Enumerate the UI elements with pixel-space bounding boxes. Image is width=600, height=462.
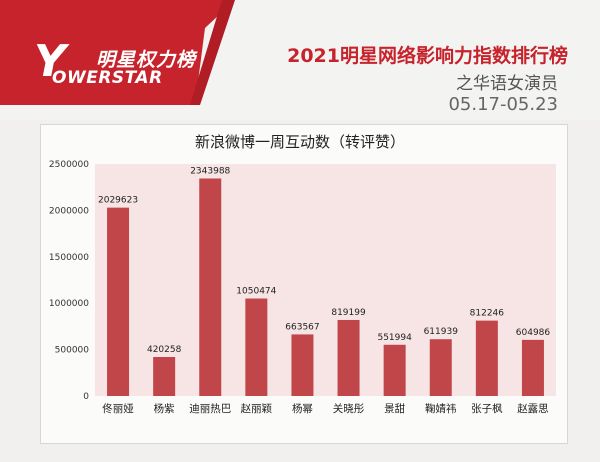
bar <box>521 339 544 396</box>
bar <box>107 207 130 396</box>
data-label: 420258 <box>147 345 182 355</box>
data-label: 812246 <box>470 309 505 319</box>
logo-banner-shape <box>0 0 235 105</box>
y-tick-label: 1000000 <box>49 299 89 309</box>
data-label: 819199 <box>331 308 366 318</box>
data-label: 604986 <box>516 328 551 338</box>
data-label: 2343988 <box>190 166 230 176</box>
page-subtitle: 之华语女演员 <box>456 74 558 94</box>
x-tick-label: 关晓彤 <box>333 402 365 415</box>
x-tick-label: 杨幂 <box>292 402 313 415</box>
bar <box>291 334 314 396</box>
x-tick-label: 赵露思 <box>517 402 549 415</box>
logo: Y 明星权力榜 OWERSTAR <box>0 0 235 105</box>
x-tick-label: 景甜 <box>384 402 405 415</box>
data-label: 611939 <box>424 327 459 337</box>
bar <box>199 178 222 396</box>
chart-title: 新浪微博一周互动数（转评赞） <box>194 133 405 151</box>
logo-text-cn: 明星权力榜 <box>96 49 197 71</box>
data-label: 2029623 <box>98 196 138 206</box>
page-title: 2021明星网络影响力指数排行榜 <box>287 45 568 67</box>
bar <box>153 357 176 396</box>
logo-text-en: OWERSTAR <box>52 68 163 88</box>
bar <box>337 319 360 396</box>
y-tick-label: 0 <box>83 392 89 402</box>
x-tick-label: 佟丽娅 <box>102 402 134 415</box>
bar <box>429 339 452 396</box>
bar <box>245 298 268 396</box>
bar <box>475 320 498 396</box>
x-tick-label: 杨紫 <box>154 402 175 415</box>
y-tick-label: 1500000 <box>49 253 89 263</box>
x-tick-label: 鞠婧祎 <box>425 402 457 415</box>
y-tick-label: 2000000 <box>49 206 89 216</box>
data-label: 1050474 <box>236 287 276 297</box>
data-label: 551994 <box>377 333 412 343</box>
date-range: 05.17-05.23 <box>448 94 558 115</box>
x-tick-label: 迪丽热巴 <box>189 402 231 415</box>
y-tick-label: 500000 <box>55 346 90 356</box>
y-tick-label: 2500000 <box>49 160 89 170</box>
x-tick-label: 张子枫 <box>471 402 503 415</box>
logo-mark: Y <box>34 36 66 87</box>
data-label: 663567 <box>285 322 319 332</box>
bar <box>383 344 406 396</box>
x-tick-label: 赵丽颖 <box>241 402 273 415</box>
